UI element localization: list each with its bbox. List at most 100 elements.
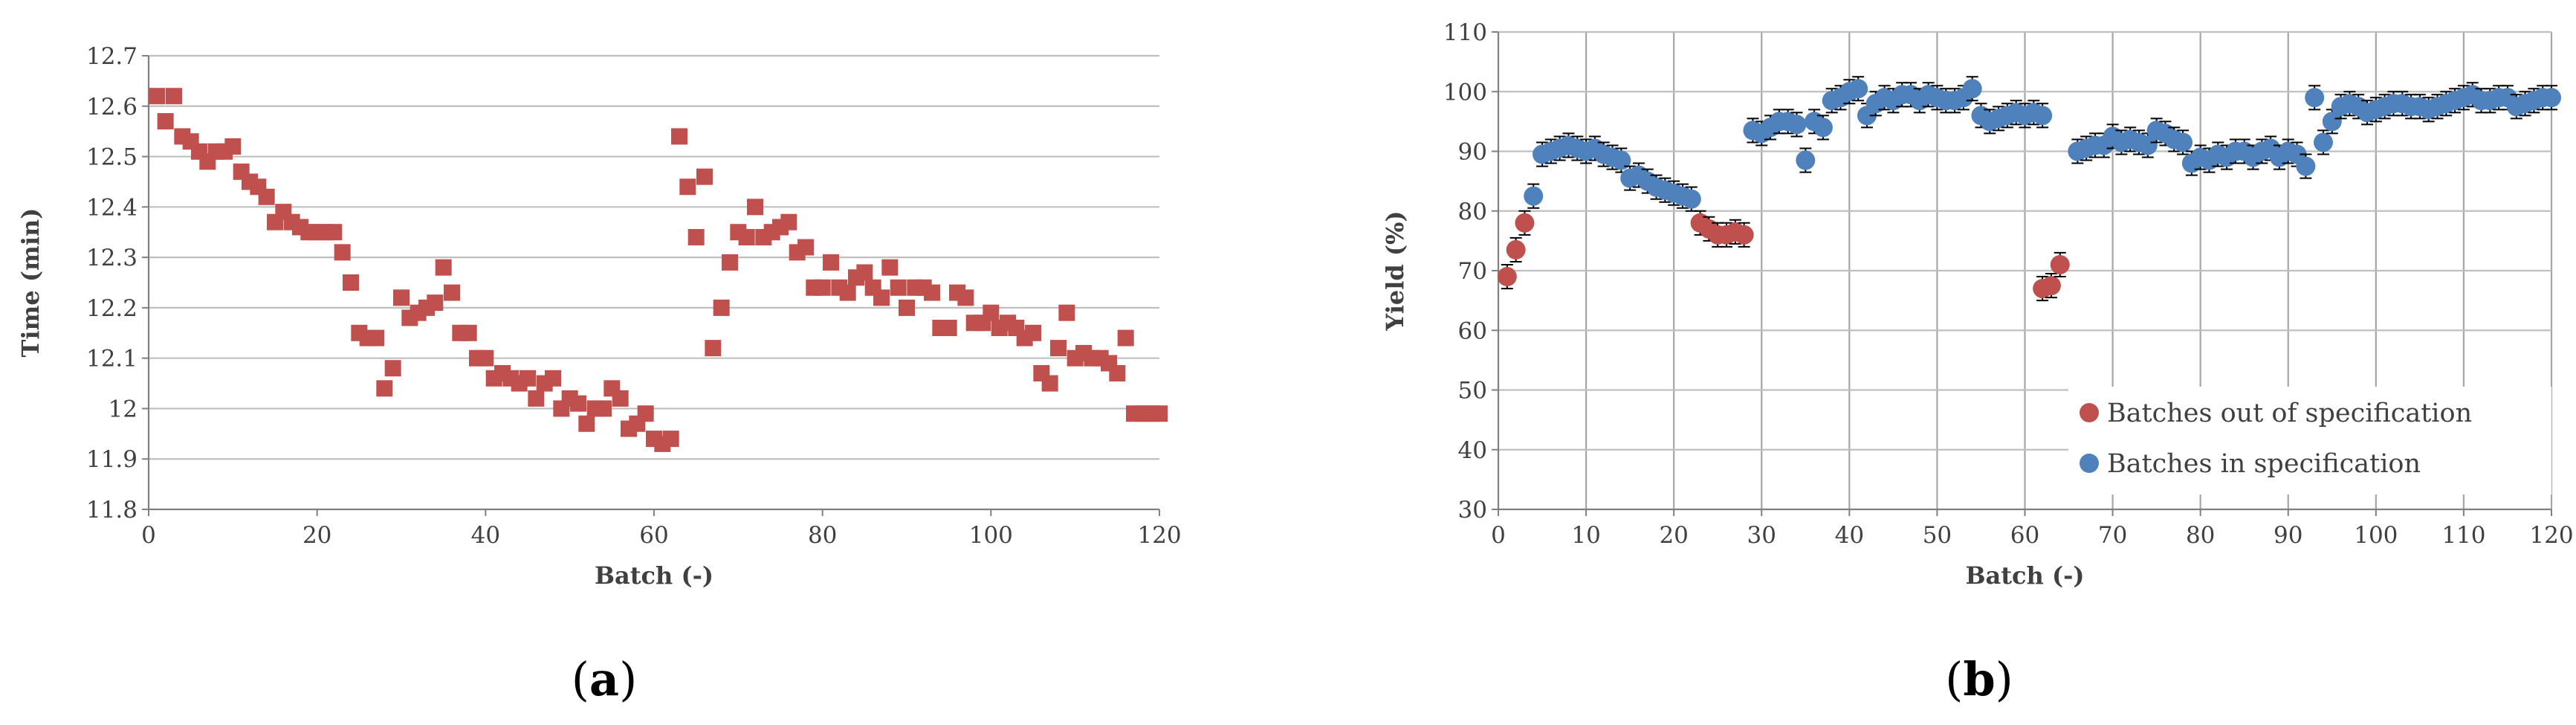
chart-a-data-point <box>595 400 612 417</box>
chart-b-marker <box>2322 112 2342 132</box>
chart-a-marker <box>157 113 174 130</box>
chart-b-marker <box>2173 132 2193 152</box>
chart-b-legend: Batches out of specification Batches in s… <box>2068 387 2551 494</box>
chart-b-data-point <box>1524 183 1544 209</box>
chart-a-marker <box>1025 324 1041 341</box>
chart-a-data-point <box>856 264 873 281</box>
chart-a-data-point <box>258 188 275 205</box>
chart-b-x-tick-label: 10 <box>1571 522 1600 549</box>
chart-a-marker <box>722 254 738 271</box>
chart-b-data-point <box>1796 147 1816 173</box>
chart-a-x-tick-label: 100 <box>969 522 1013 549</box>
chart-a-marker <box>595 400 612 417</box>
chart-a-data-point <box>612 390 629 407</box>
chart-a-data-point <box>384 360 401 377</box>
chart-a-data-point <box>444 284 460 301</box>
chart-b-data-point <box>2542 85 2561 111</box>
chart-a-data-point <box>687 229 705 245</box>
chart-a-marker <box>780 213 797 231</box>
chart-b-y-tick-label: 100 <box>1443 79 1487 106</box>
chart-a-y-axis-title: Time (min) <box>16 208 45 358</box>
chart-a-marker <box>528 390 545 407</box>
chart-a-data-point <box>899 299 915 316</box>
panel-b: 0 10 20 30 40 50 60 70 80 90 100 110 120 30 40 50 60 70 80… <box>1288 0 2576 722</box>
chart-a-marker <box>578 415 595 432</box>
chart-a-marker <box>747 199 763 216</box>
chart-b-data-point <box>1848 76 1868 102</box>
chart-a-marker <box>814 279 831 296</box>
chart-a-marker <box>460 324 477 341</box>
chart-a-marker <box>839 284 856 301</box>
chart-a-data-point <box>705 340 722 357</box>
chart-a-data-point <box>376 380 393 397</box>
chart-a-x-tick-label: 0 <box>141 522 156 549</box>
chart-a-data-point <box>873 289 890 306</box>
chart-b-x-axis-title: Batch (-) <box>1965 561 2084 590</box>
chart-a-marker <box>957 289 974 306</box>
chart-b-legend-label: Batches in specification <box>2107 449 2421 479</box>
chart-a-x-tick-label: 40 <box>471 522 500 549</box>
chart-b-data-point <box>2305 85 2325 111</box>
chart-a-data-point <box>477 349 494 367</box>
chart-b-data-point <box>1681 186 1701 212</box>
chart-a-marker <box>1050 340 1067 357</box>
chart-b-legend-item: Batches out of specification <box>2080 399 2472 428</box>
chart-b-data-point <box>1515 210 1535 236</box>
chart-a-marker <box>983 304 1000 321</box>
chart-b-data-point <box>2296 153 2316 179</box>
chart-b-x-tick-label: 110 <box>2441 522 2485 549</box>
chart-b-marker <box>2542 88 2561 108</box>
chart-a-marker <box>1041 375 1058 392</box>
chart-a-data-point <box>528 390 545 407</box>
chart-b-y-tick-label: 60 <box>1458 318 1487 344</box>
chart-b-data-point <box>1813 115 1833 141</box>
chart-b-data-point <box>2041 273 2061 299</box>
chart-b-y-tick-label: 50 <box>1458 378 1487 405</box>
chart-b-data-point <box>2173 129 2193 155</box>
chart-a-marker <box>873 289 890 306</box>
chart-a-data-point <box>957 289 974 306</box>
chart-a-y-tick-label: 12.2 <box>86 295 137 322</box>
chart-a-series-1 <box>149 88 1168 452</box>
chart-b-y-tick-label: 90 <box>1458 139 1487 166</box>
chart-a-data-point <box>713 299 730 316</box>
chart-b-y-tick-label: 40 <box>1458 437 1487 464</box>
chart-b-y-axis-title: Yield (%) <box>1381 210 1409 331</box>
chart-b-marker <box>2033 106 2053 126</box>
chart-a-y-tick-label: 11.8 <box>86 497 137 523</box>
chart-a-data-point <box>334 244 351 261</box>
chart-b-x-tick-label: 40 <box>1835 522 1864 549</box>
chart-b-x-tick-label: 50 <box>1923 522 1952 549</box>
chart-a-marker <box>166 88 182 105</box>
chart-a-marker <box>612 390 629 407</box>
chart-a-data-point <box>578 415 595 432</box>
chart-a-data-point <box>1117 329 1134 347</box>
chart-a-marker <box>637 405 654 422</box>
chart-a-data-point <box>671 128 687 145</box>
chart-b-marker <box>2050 254 2070 274</box>
chart-b-data-point <box>2033 103 2053 129</box>
chart-a-marker <box>940 320 957 336</box>
chart-a-data-point <box>637 405 654 422</box>
chart-a-data-point <box>797 239 814 256</box>
chart-a-marker <box>738 229 755 245</box>
chart-a-data-point <box>368 329 384 347</box>
chart-a-data-point <box>823 254 839 271</box>
chart-a-marker <box>662 431 679 448</box>
chart-a-marker <box>1151 405 1168 422</box>
chart-b-y-tick-label: 110 <box>1443 19 1487 46</box>
chart-a-marker <box>444 284 460 301</box>
chart-a-data-point <box>924 284 940 301</box>
chart-a-data-point <box>520 370 536 387</box>
chart-a-marker <box>1058 304 1075 321</box>
chart-a-data-point <box>1041 375 1058 392</box>
chart-b-marker <box>1734 225 1754 245</box>
chart-a-marker <box>384 360 401 377</box>
chart-b-x-tick-label: 0 <box>1491 522 1506 549</box>
chart-a-data-point <box>393 289 410 306</box>
chart-a-data-point <box>747 199 763 216</box>
chart-a-data-point <box>662 431 679 448</box>
chart-a-marker <box>924 284 940 301</box>
chart-a-marker <box>334 244 351 261</box>
chart-a-marker <box>368 329 384 347</box>
